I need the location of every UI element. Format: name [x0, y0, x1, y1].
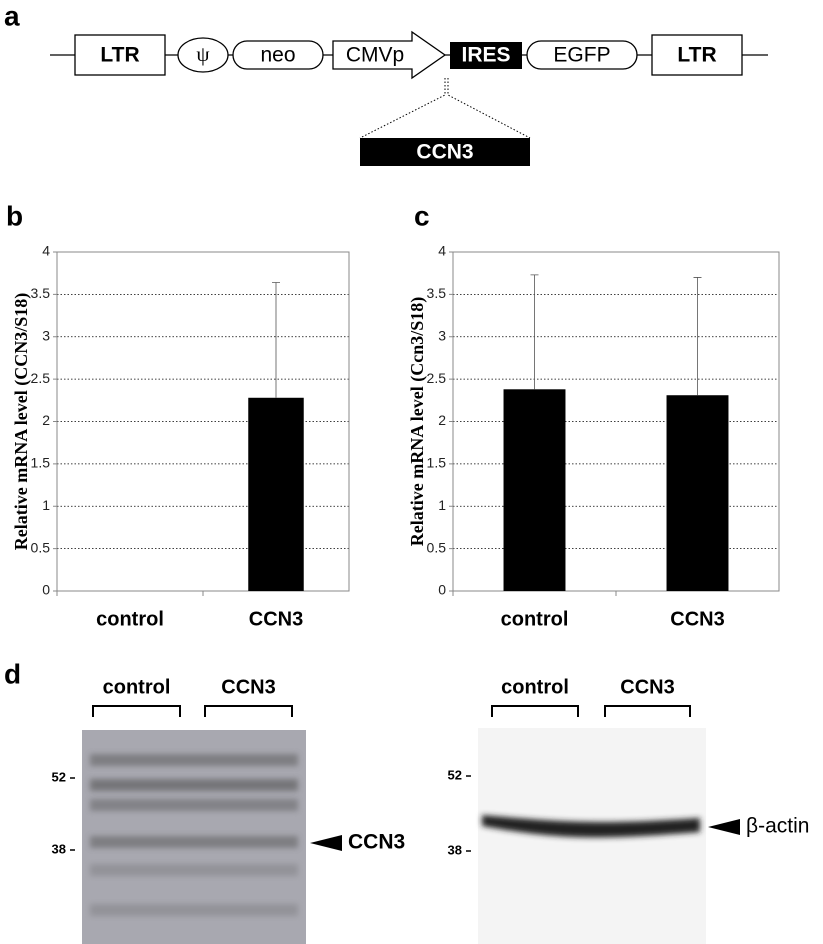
blot-band: [90, 754, 298, 766]
construct-diagram: a LTR ψ neo CMVp IRES EGFP LTR CCN3: [4, 0, 768, 166]
egfp-box: [526, 40, 638, 70]
y-axis-label: Relative mRNA level (Ccn3/S18): [407, 297, 428, 546]
element-label: LTR: [677, 44, 716, 67]
y-tick-label: 1.5: [427, 455, 447, 471]
band-arrow: [310, 835, 342, 851]
y-tick-label: 2: [42, 412, 50, 428]
panel-label: d: [4, 658, 21, 689]
blots: d control CCN3 52 38 CCN3 control CCN3 52 38 β-ac…: [4, 658, 809, 944]
element-label: ψ: [196, 42, 209, 66]
x-tick-label: CCN3: [249, 608, 303, 630]
y-tick-label: 1: [438, 497, 446, 513]
ltr-box: [651, 34, 743, 76]
x-tick-label: control: [96, 608, 164, 630]
error-bar: [272, 282, 280, 398]
blot-band: [482, 815, 700, 838]
insert-label: CCN3: [416, 141, 473, 164]
charts: b Relative mRNA level (CCN3/S18) 0 0.5 1 1.5 2…: [6, 200, 780, 630]
bar: [503, 389, 566, 591]
x-tick-label: control: [501, 608, 569, 630]
marker-label: 52: [52, 769, 66, 784]
y-tick-label: 4: [438, 243, 446, 259]
psi-box: [177, 37, 229, 73]
bar: [666, 395, 729, 591]
blot-band: [90, 799, 298, 811]
plot-frame: [56, 251, 350, 592]
y-tick-label: 0: [438, 582, 446, 598]
error-bar: [693, 277, 702, 396]
y-tick-label: 2.5: [31, 370, 51, 386]
blot-band: [90, 779, 298, 791]
panel-label: c: [414, 200, 430, 231]
y-tick-label: 2.5: [427, 370, 447, 386]
insert-lines: [359, 78, 531, 139]
y-tick-label: 1.5: [31, 455, 51, 471]
group-label: CCN3: [221, 676, 275, 698]
group-label: control: [103, 676, 171, 698]
y-tick-label: 1: [42, 497, 50, 513]
insert-box: [360, 138, 530, 166]
blot-panel: control CCN3 52 38 CCN3: [52, 676, 405, 944]
y-axis-label: Relative mRNA level (CCN3/S18): [11, 293, 32, 550]
bar-chart: b Relative mRNA level (CCN3/S18) 0 0.5 1 1.5 2…: [6, 200, 350, 630]
x-tick-label: CCN3: [670, 608, 724, 630]
element-label: IRES: [461, 44, 510, 67]
y-tick-label: 3.5: [31, 285, 51, 301]
neo-box: [232, 40, 324, 70]
ires-box: [450, 42, 522, 69]
blot-band: [90, 864, 298, 876]
band-label: β-actin: [746, 815, 809, 838]
y-tick-label: 0.5: [427, 539, 447, 555]
element-label: CMVp: [346, 44, 404, 67]
marker-label: 52: [448, 767, 462, 782]
cmvp-arrow: [332, 30, 447, 80]
blot-band: [90, 836, 298, 848]
blot-panel: control CCN3 52 38 β-actin: [448, 676, 809, 944]
group-label: control: [501, 676, 569, 698]
lane-bracket: [491, 705, 579, 717]
group-label: CCN3: [620, 676, 674, 698]
y-tick-label: 3: [42, 327, 50, 343]
blot-band: [90, 904, 298, 916]
panel-label: a: [4, 0, 20, 31]
lane-bracket: [204, 705, 293, 717]
element-label: LTR: [100, 44, 139, 67]
ltr-box: [74, 34, 166, 76]
element-label: EGFP: [553, 44, 610, 67]
lane-bracket: [92, 705, 181, 717]
error-bar: [530, 274, 539, 390]
y-tick-label: 0.5: [31, 539, 51, 555]
element-label: neo: [260, 44, 295, 67]
band-arrow: [708, 819, 740, 835]
lane-bracket: [604, 705, 691, 717]
y-tick-label: 2: [438, 412, 446, 428]
marker-label: 38: [448, 842, 462, 857]
bar: [248, 397, 304, 591]
y-tick-label: 4: [42, 243, 50, 259]
panel-label: b: [6, 200, 23, 231]
bar-chart: c Relative mRNA level (Ccn3/S18) 0 0.5 1 1.5 2…: [407, 200, 780, 630]
y-tick-label: 3: [438, 327, 446, 343]
y-tick-label: 3.5: [427, 285, 447, 301]
y-tick-label: 0: [42, 582, 50, 598]
marker-label: 38: [52, 841, 66, 856]
band-label: CCN3: [348, 831, 405, 854]
